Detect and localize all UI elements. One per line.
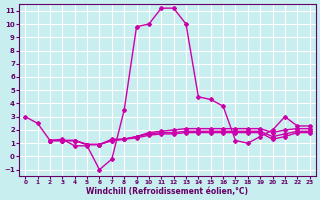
X-axis label: Windchill (Refroidissement éolien,°C): Windchill (Refroidissement éolien,°C) xyxy=(86,187,248,196)
